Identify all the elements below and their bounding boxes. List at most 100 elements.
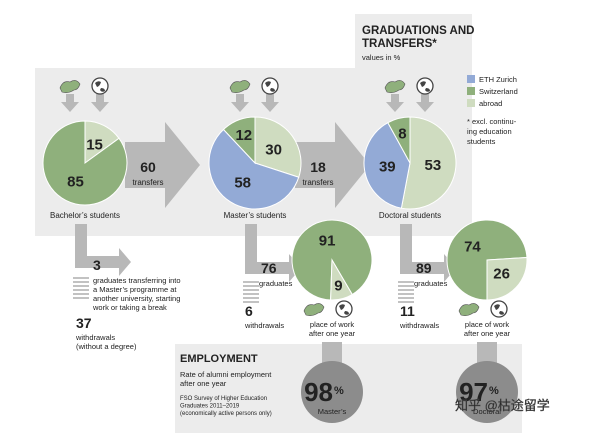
rate-circle	[301, 361, 363, 423]
title-box	[355, 14, 472, 68]
legend-label: abroad	[479, 99, 502, 108]
legend-note: * excl. continu-	[467, 117, 517, 126]
withdrawals-text: withdrawals	[75, 333, 115, 342]
employment-text: after one year	[180, 379, 227, 388]
graduates-text: a Master’s programme at	[93, 285, 177, 294]
rate-value: 98	[304, 377, 333, 407]
rate-circle	[456, 361, 518, 423]
exit-arrow	[75, 224, 131, 276]
globe-land	[420, 81, 430, 92]
exit-arrow	[400, 224, 456, 282]
globe-land	[339, 304, 349, 315]
legend-swatch	[467, 99, 475, 107]
watermark: 知乎 @枯途留学	[455, 398, 550, 413]
graduates-text: graduates transferring into	[93, 276, 181, 285]
slice-label: 53	[425, 157, 442, 174]
withdrawals-value: 37	[76, 315, 92, 331]
work-arrow	[477, 342, 497, 364]
withdrawals-value: 6	[245, 303, 253, 319]
down-arrow	[416, 94, 434, 112]
exit-arrow	[245, 224, 301, 282]
rate-unit: %	[489, 385, 499, 397]
slice-label: 12	[235, 127, 252, 144]
graduates-value: 89	[416, 260, 432, 276]
work-text: place of work	[310, 320, 354, 329]
work-text: after one year	[464, 329, 511, 338]
withdrawals-text: (without a degree)	[76, 342, 137, 351]
globe-icon	[261, 77, 279, 95]
employment-source: (economically active persons only)	[180, 411, 272, 417]
swiss-icon	[303, 303, 325, 316]
down-arrow	[91, 94, 109, 112]
legend-note: ing education	[467, 127, 512, 136]
pie-slice	[400, 116, 457, 210]
transfer-arrow	[295, 122, 370, 208]
pie-slice	[208, 128, 300, 210]
legend-label: ETH Zurich	[479, 75, 517, 84]
slice-label: 91	[319, 233, 336, 250]
legend-label: Switzerland	[479, 87, 518, 96]
graduates-text: graduates	[414, 279, 448, 288]
rate-value: 97	[459, 377, 488, 407]
pie-slice	[486, 256, 528, 301]
swiss-icon	[458, 303, 480, 316]
employment-text: Rate of alumni employment	[180, 370, 272, 379]
transfer-value: 60	[140, 159, 156, 175]
withdrawals-value: 11	[400, 303, 415, 319]
swiss-icon	[229, 80, 251, 93]
slice-label: 30	[265, 141, 282, 158]
rate-unit: %	[334, 385, 344, 397]
globe-icon	[490, 300, 508, 318]
slice-label: 9	[334, 278, 342, 295]
slice-label: 8	[398, 126, 406, 143]
graduates-text: another university, starting	[93, 294, 180, 303]
slice-label: 15	[86, 136, 103, 153]
graduates-text: work or taking a break	[92, 303, 167, 312]
subtitle: values in %	[362, 53, 401, 62]
swiss-icon	[59, 80, 81, 93]
globe-icon	[416, 77, 434, 95]
down-arrow	[61, 94, 79, 112]
pie-slice	[254, 116, 302, 178]
pie-slice	[222, 116, 256, 165]
work-arrow	[322, 342, 342, 364]
slice-label: 74	[464, 238, 481, 255]
withdrawals-text: withdrawals	[244, 321, 284, 330]
graduates-value: 3	[93, 257, 101, 273]
transfer-value: 18	[310, 159, 326, 175]
pie-slice	[363, 122, 411, 209]
slice-label: 39	[379, 159, 396, 176]
globe-icon	[335, 300, 353, 318]
rate-label: Doctoral	[473, 407, 501, 416]
legend-swatch	[467, 75, 475, 83]
transfer-arrow	[125, 122, 200, 208]
pie-slice	[387, 116, 411, 164]
employment-title: EMPLOYMENT	[180, 353, 258, 365]
globe-land	[95, 81, 105, 92]
work-text: after one year	[309, 329, 356, 338]
down-arrow	[231, 94, 249, 112]
globe-icon	[91, 77, 109, 95]
employment-source: Graduates 2011–2019	[180, 404, 240, 410]
title: GRADUATIONS AND	[362, 25, 474, 37]
swiss-icon	[384, 80, 406, 93]
transfer-label: transfers	[132, 178, 163, 187]
slice-label: 26	[493, 266, 510, 283]
graduates-text: graduates	[259, 279, 293, 288]
down-arrow	[386, 94, 404, 112]
transfer-label: transfers	[302, 178, 333, 187]
globe-land	[265, 81, 275, 92]
graduates-value: 76	[261, 260, 277, 276]
legend-swatch	[467, 87, 475, 95]
stage-label: Bachelor’s students	[50, 211, 120, 220]
slice-label: 58	[234, 174, 251, 191]
stage-label: Master’s students	[224, 211, 287, 220]
stage-label: Doctoral students	[379, 211, 441, 220]
legend-note: students	[467, 137, 496, 146]
rate-label: Master’s	[318, 407, 347, 416]
pie-slice	[330, 258, 353, 301]
pie-slice	[42, 120, 128, 206]
employment-source: FSO Survey of Higher Education	[180, 396, 267, 402]
